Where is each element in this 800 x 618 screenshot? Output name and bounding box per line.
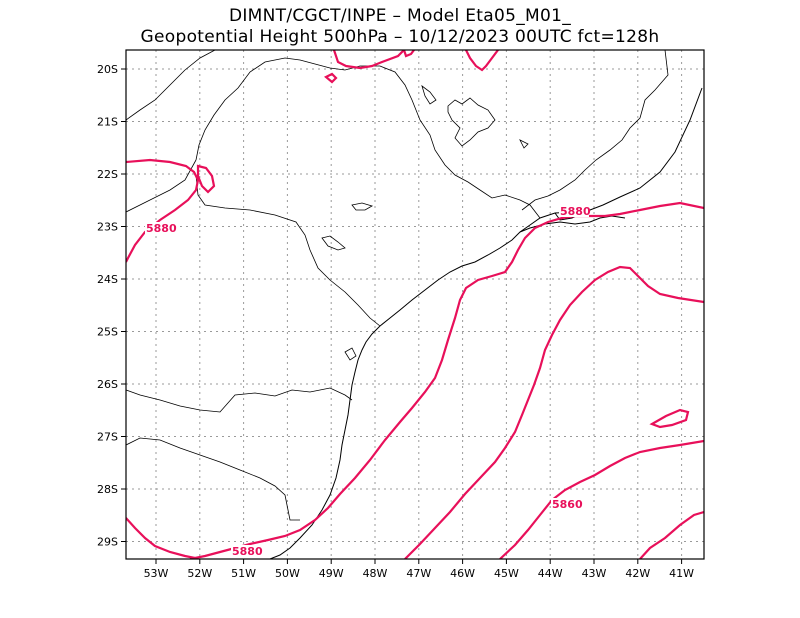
lon-tick-label: 45W xyxy=(494,567,519,580)
lat-tick-label: 23S xyxy=(97,221,118,234)
title-line-1: DIMNT/CGCT/INPE – Model Eta05_M01_ xyxy=(228,6,572,26)
contour-5880-west-loop xyxy=(196,164,216,194)
lat-tick-label: 20S xyxy=(97,63,118,76)
lon-tick-label: 53W xyxy=(144,567,169,580)
lon-tick-label: 50W xyxy=(275,567,300,580)
lon-tick-label: 41W xyxy=(669,567,694,580)
coastline xyxy=(269,87,703,559)
lon-tick-label: 43W xyxy=(582,567,607,580)
map-area: 5880 5880 5880 5860 xyxy=(126,50,704,559)
contour-5860-loop xyxy=(649,408,690,429)
lon-tick-label: 51W xyxy=(231,567,256,580)
contour-5880-north-lobe xyxy=(465,50,499,72)
state-borders xyxy=(126,50,669,521)
lon-tick-label: 46W xyxy=(450,567,475,580)
contour-5860 xyxy=(404,265,704,559)
contour-5880-coast xyxy=(189,201,704,559)
geopotential-contours xyxy=(126,50,704,559)
contour-5880-north xyxy=(332,50,415,70)
grid-lines xyxy=(126,50,704,559)
contour-label: 5880 xyxy=(232,545,263,558)
contour-5860-inner xyxy=(499,439,704,559)
contour-5880-small xyxy=(324,72,338,84)
title-line-2: Geopotential Height 500hPa – 10/12/2023 … xyxy=(140,27,660,47)
contour-label: 5860 xyxy=(552,498,583,511)
lat-tick-label: 25S xyxy=(97,326,118,339)
lat-tick-label: 21S xyxy=(97,116,118,129)
lon-tick-label: 44W xyxy=(538,567,563,580)
contour-5860-se xyxy=(639,510,704,559)
contour-labels: 5880 5880 5880 5860 xyxy=(145,205,591,558)
contour-label: 5880 xyxy=(560,205,591,218)
lat-tick-label: 29S xyxy=(97,536,118,549)
lon-tick-label: 47W xyxy=(406,567,431,580)
lon-tick-label: 49W xyxy=(319,567,344,580)
contour-5880-southwest xyxy=(126,517,196,559)
lat-tick-label: 24S xyxy=(97,273,118,286)
lat-tick-label: 22S xyxy=(97,168,118,181)
lon-tick-label: 52W xyxy=(187,567,212,580)
axis-ticks: 20S 21S 22S 23S 24S 25S 26S 27S 28S 29S 53W 52W 51W 5… xyxy=(97,63,694,580)
lat-tick-label: 28S xyxy=(97,483,118,496)
contour-5880-west xyxy=(126,158,200,263)
contour-label: 5880 xyxy=(146,222,177,235)
lakes xyxy=(321,84,529,361)
lat-tick-label: 26S xyxy=(97,378,118,391)
lon-tick-label: 42W xyxy=(625,567,650,580)
lat-tick-label: 27S xyxy=(97,431,118,444)
lon-tick-label: 48W xyxy=(363,567,388,580)
map-frame xyxy=(125,49,705,560)
